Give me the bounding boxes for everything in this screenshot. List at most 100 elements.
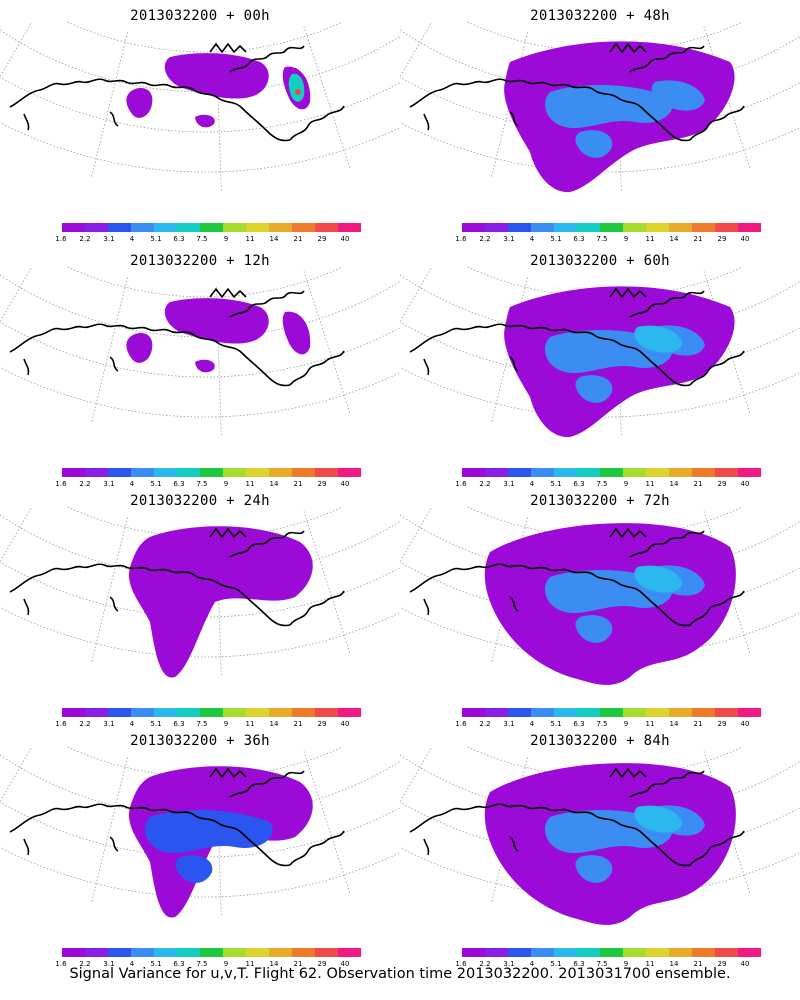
colorbar-tick-label: 7.5	[196, 960, 208, 968]
colorbar-swatch	[646, 468, 669, 477]
colorbar-tick-label: 7.5	[196, 480, 208, 488]
colorbar-swatch	[200, 468, 223, 477]
colorbar-swatch	[246, 708, 269, 717]
map-panel-48h: 2013032200 + 48h 1.6 2.2 3.1 4 5.1 6.3 7.5 9 11 1…	[400, 0, 800, 245]
colorbar-tick-label: 3.1	[503, 480, 515, 488]
colorbar-swatch	[177, 948, 200, 957]
colorbar-swatch	[669, 223, 692, 232]
colorbar-tick-label: 9	[623, 960, 629, 968]
colorbar	[462, 468, 761, 477]
colorbar-tick-label: 29	[317, 235, 327, 243]
variance-region	[282, 311, 311, 355]
polar-map	[0, 22, 400, 192]
colorbar-tick-label: 6.3	[573, 480, 585, 488]
colorbar-tick-label: 21	[293, 720, 303, 728]
colorbar-tick-label: 40	[740, 960, 750, 968]
map-panel-36h: 2013032200 + 36h 1.6 2.2 3.1 4 5.1 6.3 7.5 9 11 1…	[0, 725, 400, 970]
variance-region	[195, 114, 215, 128]
colorbar-tick-label: 40	[340, 720, 350, 728]
colorbar-tick-label: 14	[269, 235, 279, 243]
colorbar-swatch	[531, 223, 554, 232]
colorbar-swatch	[577, 223, 600, 232]
colorbar-swatch	[85, 223, 108, 232]
map-panel-84h: 2013032200 + 84h 1.6 2.2 3.1 4 5.1 6.3 7.5 9 11 1…	[400, 725, 800, 970]
colorbar-tick-label: 2.2	[479, 720, 491, 728]
colorbar-tick-label: 4	[529, 235, 535, 243]
colorbar-tick-label: 7.5	[196, 720, 208, 728]
colorbar-swatch	[269, 223, 292, 232]
colorbar-tick-label: 11	[645, 480, 655, 488]
colorbar-swatch	[600, 223, 623, 232]
colorbar-swatch	[223, 708, 246, 717]
colorbar-tick-label: 40	[340, 960, 350, 968]
colorbar-swatch	[85, 948, 108, 957]
variance-region	[164, 53, 269, 99]
colorbar-swatch	[315, 708, 338, 717]
variance-region	[129, 766, 313, 918]
colorbar-tick-label: 6.3	[573, 960, 585, 968]
colorbar-tick-label: 9	[623, 720, 629, 728]
colorbar-swatch	[85, 468, 108, 477]
colorbar-swatch	[223, 468, 246, 477]
variance-region	[126, 333, 153, 363]
colorbar-tick-label: 4	[529, 720, 535, 728]
colorbar-tick-label: 4	[129, 720, 135, 728]
colorbar-swatch	[131, 468, 154, 477]
colorbar-swatch	[154, 948, 177, 957]
colorbar-swatch	[292, 948, 315, 957]
colorbar-tick-label: 29	[717, 235, 727, 243]
colorbar-tick-label: 11	[245, 960, 255, 968]
colorbar-swatch	[623, 468, 646, 477]
colorbar-swatch	[108, 708, 131, 717]
colorbar-swatch	[200, 223, 223, 232]
polar-map	[0, 267, 400, 437]
colorbar-swatch	[246, 223, 269, 232]
polar-map	[400, 267, 800, 438]
colorbar-tick-label: 3.1	[503, 960, 515, 968]
polar-map	[400, 507, 800, 685]
colorbar-tick-label: 9	[223, 480, 229, 488]
colorbar-swatch	[131, 948, 154, 957]
colorbar-swatch	[485, 948, 508, 957]
colorbar-swatch	[600, 708, 623, 717]
colorbar-swatch	[646, 223, 669, 232]
colorbar-swatch	[738, 223, 761, 232]
map-panel-12h: 2013032200 + 12h 1.6 2.2 3.1 4 5.1 6.3 7.5 9 11 1…	[0, 245, 400, 490]
colorbar-tick-label: 9	[223, 720, 229, 728]
colorbar-tick-label: 1.6	[455, 235, 467, 243]
colorbar-tick-label: 11	[245, 480, 255, 488]
colorbar-tick-label: 14	[669, 720, 679, 728]
colorbar-swatch	[108, 948, 131, 957]
colorbar-swatch	[715, 708, 738, 717]
colorbar-ticks: 1.6 2.2 3.1 4 5.1 6.3 7.5 9 11 14 21 29 40	[48, 235, 378, 245]
colorbar-tick-label: 3.1	[103, 480, 115, 488]
colorbar	[62, 708, 361, 717]
colorbar-tick-label: 9	[223, 235, 229, 243]
colorbar-tick-label: 7.5	[596, 235, 608, 243]
colorbar-swatch	[738, 708, 761, 717]
colorbar-tick-label: 5.1	[150, 480, 162, 488]
colorbar-swatch	[462, 708, 485, 717]
colorbar-tick-label: 11	[245, 235, 255, 243]
colorbar-swatch	[485, 708, 508, 717]
colorbar-tick-label: 4	[529, 960, 535, 968]
colorbar-swatch	[154, 468, 177, 477]
variance-region	[129, 526, 313, 678]
colorbar-ticks: 1.6 2.2 3.1 4 5.1 6.3 7.5 9 11 14 21 29 40	[448, 720, 778, 730]
colorbar-tick-label: 1.6	[55, 235, 67, 243]
colorbar-tick-label: 14	[269, 720, 279, 728]
variance-region-high	[575, 855, 613, 883]
colorbar-swatch	[554, 468, 577, 477]
colorbar-swatch	[508, 468, 531, 477]
colorbar-swatch	[131, 708, 154, 717]
colorbar-tick-label: 40	[740, 235, 750, 243]
colorbar-swatch	[269, 468, 292, 477]
colorbar-tick-label: 2.2	[79, 720, 91, 728]
colorbar-swatch	[577, 708, 600, 717]
figure-caption: Signal Variance for u,v,T. Flight 62. Ob…	[69, 966, 731, 982]
colorbar-tick-label: 6.3	[173, 960, 185, 968]
colorbar-swatch	[246, 468, 269, 477]
colorbar-swatch	[692, 468, 715, 477]
colorbar-swatch	[738, 468, 761, 477]
colorbar-ticks: 1.6 2.2 3.1 4 5.1 6.3 7.5 9 11 14 21 29 40	[448, 235, 778, 245]
